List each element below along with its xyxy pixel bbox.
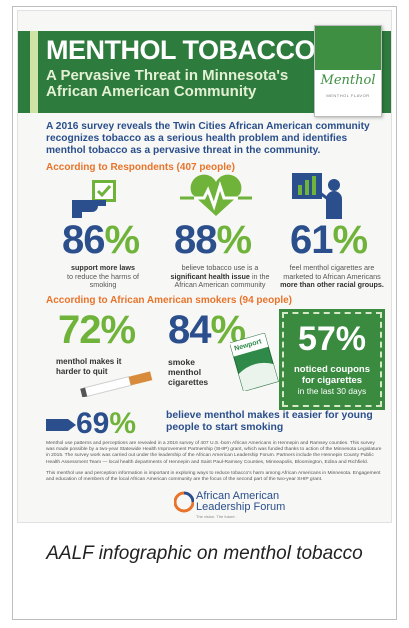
respondents-heading: According to Respondents (407 people) [46, 162, 235, 173]
stat-86: 86% [62, 218, 141, 263]
stat-57-caption-rest: in the last 30 days [297, 386, 367, 396]
infographic-title: MENTHOL TOBACCO [46, 35, 316, 65]
stat-72-number: 72 [58, 308, 101, 352]
stat-84: 84% [168, 308, 246, 353]
aalf-logo-line2: Leadership Forum [196, 501, 286, 513]
heart-pulse-icon [180, 174, 252, 216]
stat-86-caption-bold: support more laws [71, 263, 135, 272]
newport-pack-icon [230, 333, 279, 391]
stat-61-caption-pre: feel menthol cigarettes are marketed to … [283, 263, 381, 281]
stat-57-caption-bold: noticed coupons for cigarettes [294, 364, 370, 386]
stat-69-accent [46, 419, 76, 431]
pack-green-top [315, 26, 381, 70]
stat-86-caption-rest: to reduce the harms of smoking [67, 271, 139, 289]
stat-88-caption: believe tobacco use is a significant hea… [166, 263, 274, 290]
fine-print-2: This menthol use and perception informat… [46, 471, 381, 483]
stat-69-caption: believe menthol makes it easier for youn… [166, 410, 373, 433]
stat-72-pct: % [100, 308, 137, 352]
stat-61: 61% [290, 218, 369, 263]
stat-72-caption: menthol makes it harder to quit [56, 357, 122, 376]
stat-84-caption: smoke menthol cigarettes [168, 357, 209, 387]
stat-69-pct: % [109, 407, 137, 440]
stat-61-pct: % [332, 218, 369, 262]
stat-88-caption-rest: in the African American community [174, 271, 270, 289]
cigarette-icon [80, 371, 153, 397]
stat-86-caption: support more laws to reduce the harms of… [58, 263, 148, 290]
stat-61-caption: feel menthol cigarettes are marketed to … [280, 263, 384, 290]
stat-84-number: 84 [168, 308, 211, 352]
header-accent-strip [30, 31, 38, 113]
aalf-tagline: The vision. The future. [196, 514, 236, 519]
stat-86-pct: % [104, 218, 141, 262]
stat-61-number: 61 [290, 218, 333, 262]
aalf-logo-icon [174, 491, 194, 513]
stat-61-caption-bold: more than other racial groups. [280, 280, 384, 289]
pack-brand: Menthol [320, 73, 376, 88]
infographic-subtitle: A Pervasive Threat in Minnesota's Africa… [46, 67, 289, 100]
stat-57-caption: noticed coupons for cigarettes in the la… [288, 364, 376, 397]
fine-print-1: Menthol use patterns and perceptions are… [46, 441, 382, 465]
stat-69-number: 69 [76, 407, 110, 440]
infographic-poster: MENTHOL TOBACCO A Pervasive Threat in Mi… [17, 10, 392, 523]
smokers-heading: According to African American smokers (9… [46, 295, 292, 306]
stat-86-number: 86 [62, 218, 105, 262]
stat-69: 69% [76, 407, 136, 441]
stat-88-caption-pre: believe tobacco use is a [181, 263, 259, 272]
stat-88-caption-bold: significant health issue [170, 271, 250, 281]
presenter-chart-icon [292, 173, 342, 219]
coupons-stat-box: 57% noticed coupons for cigarettes in th… [279, 309, 385, 410]
stat-88: 88% [174, 218, 253, 263]
hand-checkbox-icon [72, 180, 116, 218]
stat-88-number: 88 [174, 218, 217, 262]
stat-57-number: 57% [297, 320, 367, 358]
intro-text: A 2016 survey reveals the Twin Cities Af… [46, 121, 370, 156]
stat-72: 72% [58, 308, 137, 353]
pack-subtext: MENTHOL FLAVOR [326, 93, 370, 98]
aalf-logo-text: African American Leadership Forum [196, 491, 285, 513]
aalf-logo-line1: African American [196, 490, 280, 502]
figure-caption: AALF infographic on menthol tobacco [46, 543, 363, 564]
cigarette-pack-image: Menthol MENTHOL FLAVOR [314, 25, 382, 117]
stat-88-pct: % [216, 218, 253, 262]
